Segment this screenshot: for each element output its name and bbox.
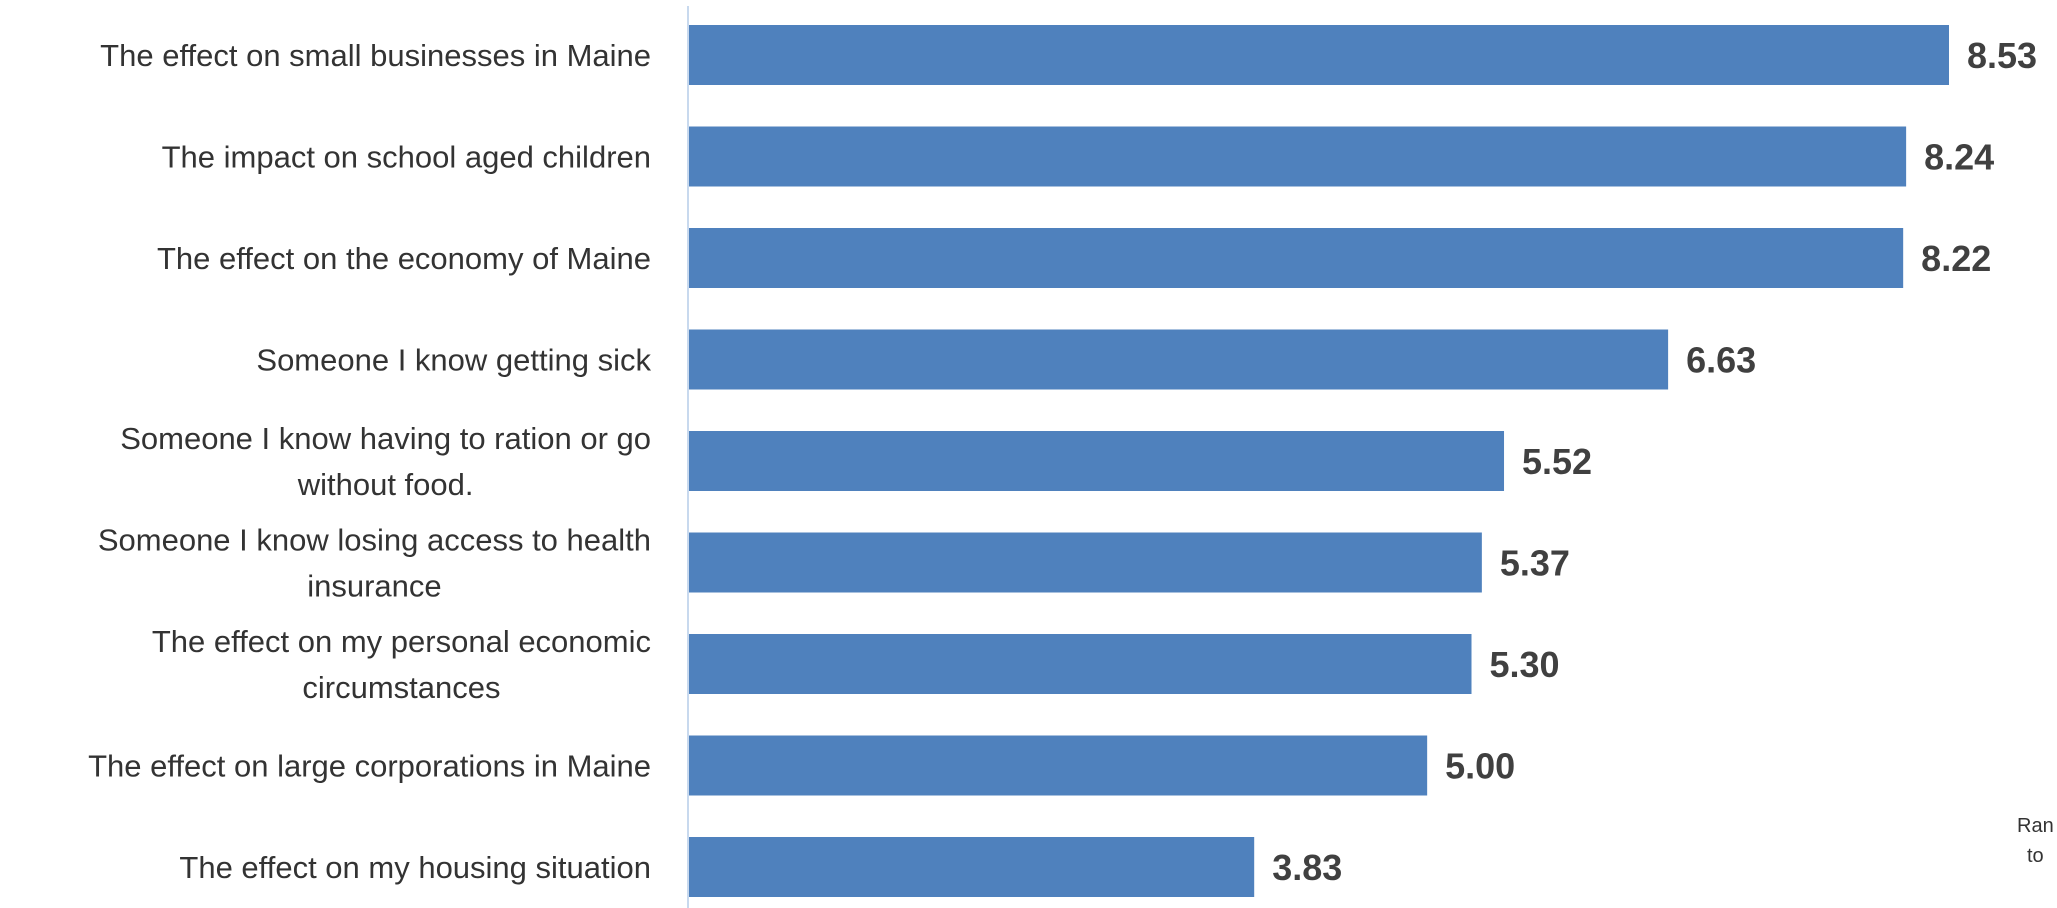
- partial-annotation: Ran to: [2017, 815, 2054, 867]
- category-label-9-line-1: The effect on my housing situation: [179, 850, 651, 885]
- category-label-9: The effect on my housing situation: [179, 850, 651, 885]
- category-label-6-line-2: insurance: [307, 569, 441, 604]
- bar-6: [688, 532, 1482, 593]
- category-label-3: The effect on the economy of Maine: [157, 241, 651, 276]
- value-label-2: 8.24: [1924, 137, 1994, 178]
- value-labels: 8.53 8.24 8.22 6.63 5.52 5.37 5.30 5.00 3.83: [1272, 35, 2037, 888]
- category-label-3-line-1: The effect on the economy of Maine: [157, 241, 651, 276]
- category-label-2-line-1: The impact on school aged children: [162, 140, 651, 175]
- category-label-7-line-1: The effect on my personal economic: [152, 624, 651, 659]
- value-label-6: 5.37: [1500, 543, 1570, 584]
- bar-3: [688, 228, 1904, 288]
- category-label-8: The effect on large corporations in Main…: [88, 749, 651, 784]
- bar-9: [688, 837, 1255, 897]
- value-label-9: 3.83: [1272, 847, 1342, 888]
- category-label-4-line-1: Someone I know getting sick: [256, 343, 651, 378]
- value-label-8: 5.00: [1445, 746, 1515, 787]
- category-label-6-line-1: Someone I know losing access to health: [98, 523, 651, 558]
- value-label-5: 5.52: [1522, 441, 1592, 482]
- value-label-4: 6.63: [1686, 340, 1756, 381]
- category-labels: The effect on small businesses in Maine T…: [88, 38, 651, 885]
- annotation-line-1: Ran: [2017, 815, 2054, 837]
- category-label-7: The effect on my personal economic circum…: [152, 624, 651, 705]
- category-label-6: Someone I know losing access to health in…: [98, 523, 651, 604]
- bars: [688, 25, 1949, 897]
- bar-8: [688, 735, 1428, 796]
- value-label-7: 5.30: [1490, 644, 1560, 685]
- value-label-1: 8.53: [1967, 35, 2037, 76]
- category-label-5-line-1: Someone I know having to ration or go: [120, 421, 651, 456]
- value-label-3: 8.22: [1921, 238, 1991, 279]
- category-label-8-line-1: The effect on large corporations in Main…: [88, 749, 651, 784]
- category-label-1: The effect on small businesses in Maine: [100, 38, 651, 73]
- bar-2: [688, 126, 1907, 187]
- category-label-4: Someone I know getting sick: [256, 343, 651, 378]
- category-label-1-line-1: The effect on small businesses in Maine: [100, 38, 651, 73]
- annotation-line-2: to: [2027, 845, 2044, 867]
- category-label-5-line-2: without food.: [297, 467, 474, 502]
- bar-4: [688, 329, 1669, 390]
- bar-7: [688, 634, 1472, 694]
- category-label-2: The impact on school aged children: [162, 140, 651, 175]
- category-label-7-line-2: circumstances: [302, 670, 500, 705]
- category-label-5: Someone I know having to ration or go wit…: [120, 421, 651, 502]
- bar-5: [688, 431, 1505, 491]
- bar-1: [688, 25, 1949, 85]
